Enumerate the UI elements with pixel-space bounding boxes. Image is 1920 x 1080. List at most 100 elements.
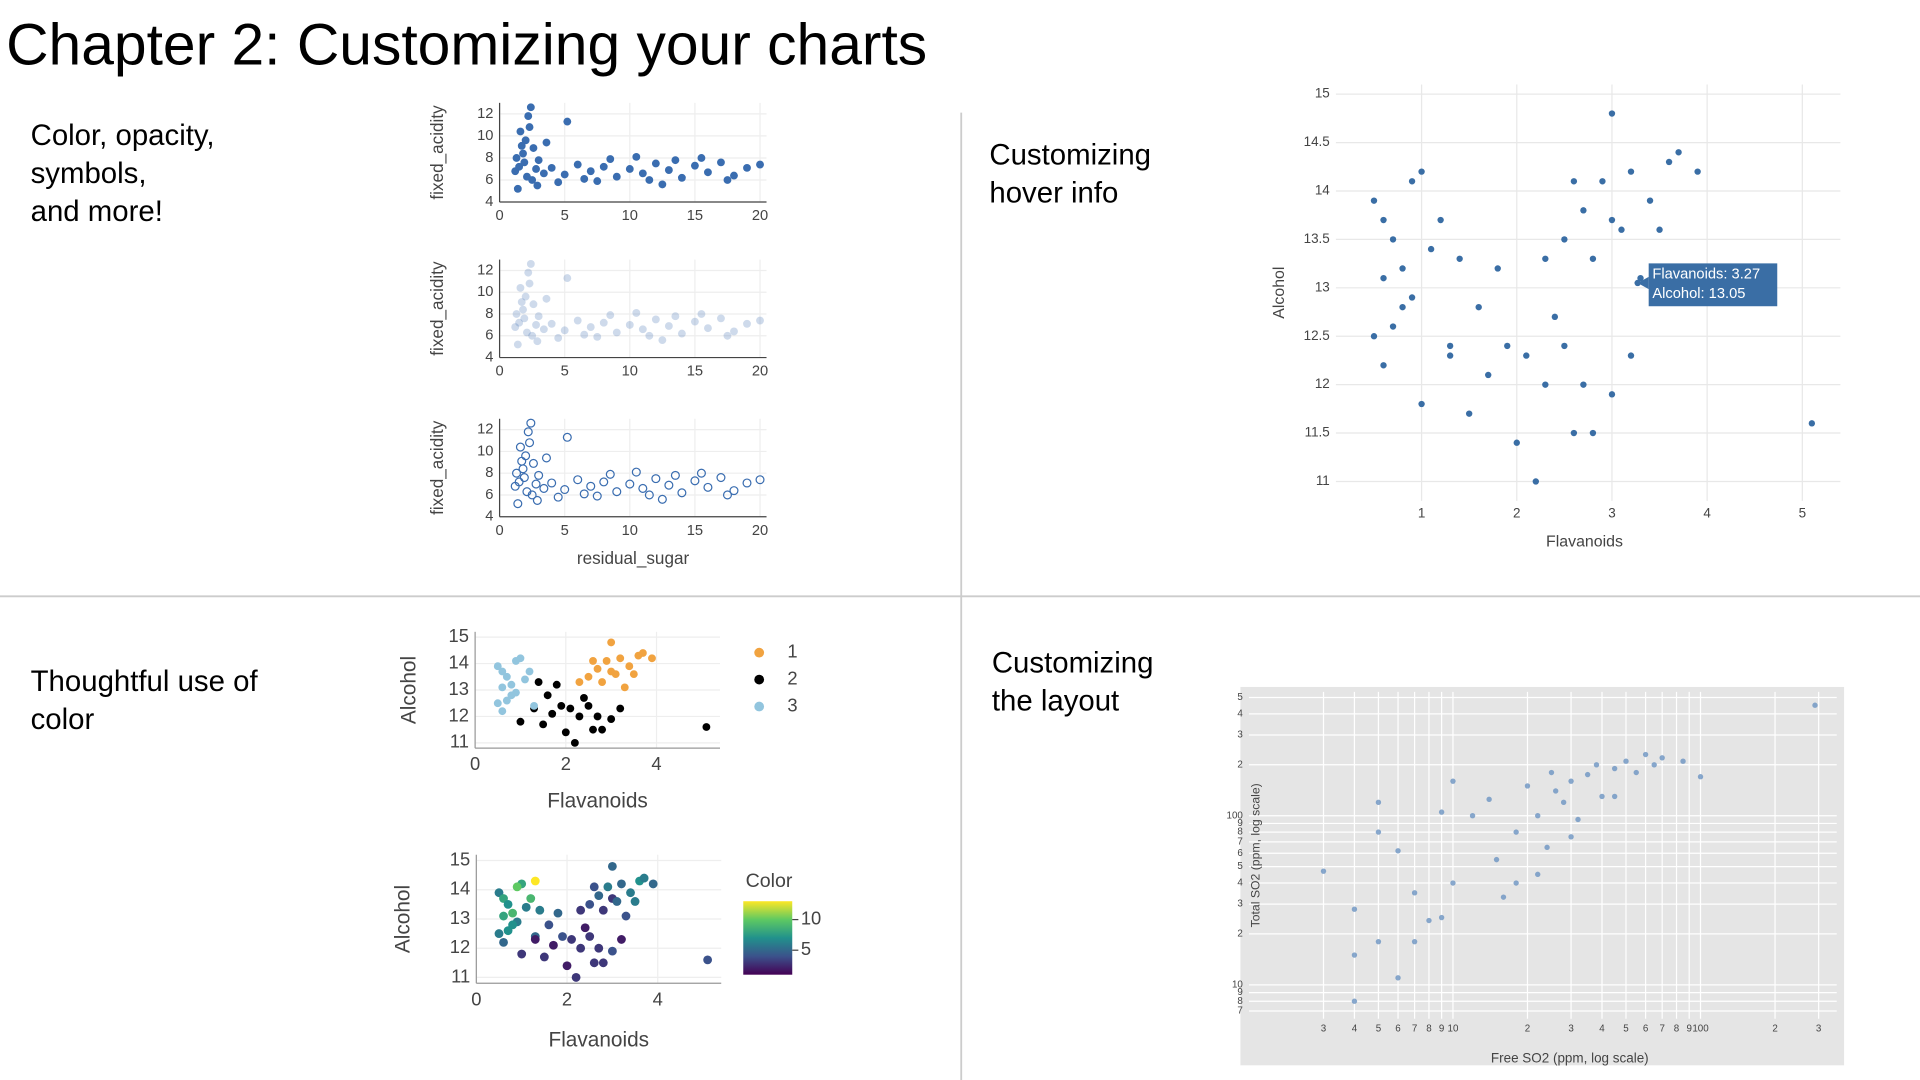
x-tick-label: 100: [1692, 1024, 1709, 1035]
x-tick-label: 5: [1623, 1024, 1629, 1035]
point: [1320, 868, 1327, 874]
x-tick-label: 5: [1376, 1024, 1382, 1035]
point: [586, 167, 595, 176]
point: [516, 127, 525, 136]
x-tick-label: 20: [752, 523, 768, 539]
y-tick-label: 11: [1316, 473, 1330, 488]
point: [1523, 352, 1530, 359]
y-tick-label: 12.5: [1304, 328, 1330, 343]
point: [527, 490, 537, 500]
y-tick-label: 12: [477, 422, 493, 438]
point: [1418, 400, 1425, 408]
caption: hover info: [989, 176, 1118, 209]
point: [1504, 342, 1511, 350]
point: [621, 911, 631, 921]
point: [533, 181, 542, 190]
x-tick-label: 10: [622, 364, 638, 380]
y-tick-label: 8: [485, 465, 493, 481]
point: [645, 176, 654, 184]
point: [1584, 771, 1591, 778]
point: [571, 973, 581, 982]
point: [513, 340, 522, 349]
y-axis-label: Alcohol: [398, 656, 421, 724]
point: [580, 174, 589, 183]
point: [1575, 816, 1581, 823]
point: [599, 162, 608, 171]
point: [520, 314, 529, 323]
point: [524, 112, 533, 121]
point: [648, 654, 656, 663]
point: [512, 310, 521, 318]
point: [1524, 783, 1531, 789]
point: [651, 474, 661, 484]
colorbar: [743, 901, 793, 975]
point: [589, 725, 597, 734]
point: [607, 861, 617, 871]
point: [512, 882, 522, 892]
x-tick-label: 2: [561, 753, 571, 774]
point: [1544, 844, 1550, 851]
y-tick-label: 14: [1315, 183, 1330, 198]
point: [1380, 362, 1387, 369]
point: [625, 662, 634, 671]
point: [1532, 478, 1539, 485]
x-axis-label: Free SO2 (ppm, log scale): [1491, 1051, 1649, 1066]
point: [547, 163, 556, 172]
point: [525, 279, 534, 288]
x-axis-label: Flavanoids: [547, 790, 648, 813]
point: [606, 311, 615, 320]
x-tick-label: 7: [1412, 1024, 1417, 1035]
point: [690, 161, 699, 170]
point: [534, 470, 544, 480]
point: [589, 657, 597, 665]
point: [532, 495, 542, 505]
point: [1542, 381, 1549, 388]
point: [562, 432, 572, 442]
point: [544, 920, 554, 930]
point: [534, 312, 543, 321]
point: [519, 473, 529, 483]
y-tick-label: 12: [477, 106, 493, 122]
point: [513, 184, 522, 193]
point: [1656, 226, 1663, 233]
y-tick-label: 11: [450, 731, 469, 752]
y-tick-label: 14: [450, 878, 470, 899]
x-tick-label: 8: [1426, 1024, 1432, 1035]
point: [598, 678, 607, 686]
point: [533, 337, 542, 346]
point: [1475, 303, 1482, 311]
point: [594, 891, 604, 901]
point: [503, 899, 513, 909]
x-tick-label: 15: [687, 364, 703, 380]
point: [1561, 342, 1568, 350]
point: [664, 322, 673, 330]
point: [1627, 352, 1635, 359]
point: [1570, 178, 1578, 185]
point: [1375, 938, 1382, 945]
colorbar-tick-label: 10: [801, 907, 821, 928]
point: [1456, 255, 1463, 262]
y-axis-label: Alcohol: [1271, 267, 1288, 319]
point: [507, 691, 516, 700]
point: [567, 935, 576, 944]
point: [670, 470, 680, 480]
point: [539, 169, 548, 178]
point: [562, 961, 572, 971]
point: [1469, 813, 1476, 819]
point: [552, 680, 561, 689]
point: [658, 336, 667, 345]
caption: the layout: [992, 685, 1119, 718]
x-tick-label: 20: [752, 364, 768, 380]
point: [563, 274, 572, 283]
point: [1611, 793, 1618, 800]
point: [598, 905, 608, 915]
point: [580, 694, 588, 702]
y-tick-label: 8: [485, 306, 493, 322]
y-tick-label: 6: [485, 328, 493, 344]
point: [580, 923, 590, 933]
legend-marker: [754, 674, 765, 685]
point: [532, 165, 540, 173]
point: [593, 177, 602, 186]
x-tick-label: 15: [687, 523, 703, 539]
slide-title: Chapter 2: Customizing your charts: [6, 13, 927, 78]
